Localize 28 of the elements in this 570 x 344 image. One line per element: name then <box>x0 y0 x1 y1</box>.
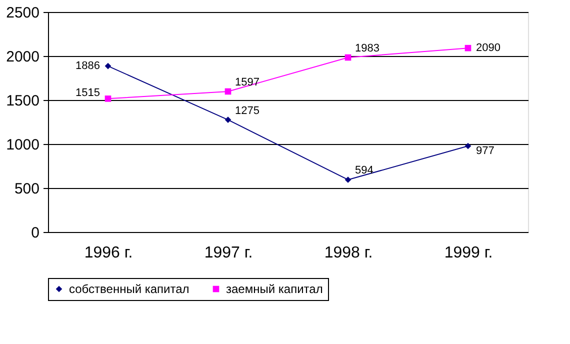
point <box>104 96 112 102</box>
y-tick-label: 1000 <box>6 136 40 154</box>
y-tick-label: 1500 <box>6 92 40 110</box>
point <box>224 88 232 95</box>
data-label: 1886 <box>76 60 100 72</box>
legend-label: заемный капитал <box>226 282 323 296</box>
point <box>464 142 472 150</box>
data-label: 1983 <box>355 42 380 54</box>
y-tick-label: 500 <box>14 180 40 198</box>
point <box>344 54 352 61</box>
point <box>104 62 112 70</box>
point <box>344 176 352 183</box>
x-tick-label: 1999 г. <box>444 244 493 262</box>
point <box>224 116 232 123</box>
data-label: 1515 <box>76 87 100 99</box>
legend-label: собственный капитал <box>69 282 190 296</box>
y-tick-label: 2000 <box>6 48 40 66</box>
x-tick-label: 1997 г. <box>204 244 253 262</box>
data-label: 977 <box>476 145 494 157</box>
data-label: 2090 <box>476 42 500 54</box>
data-label: 594 <box>355 164 374 177</box>
point <box>464 44 472 52</box>
data-label: 1597 <box>235 76 260 88</box>
x-tick-label: 1996 г. <box>84 244 133 262</box>
y-tick-label: 0 <box>31 224 40 242</box>
x-tick-label: 1998 г. <box>324 244 373 262</box>
data-label: 1275 <box>235 104 260 117</box>
y-tick-label: 2500 <box>6 4 40 22</box>
